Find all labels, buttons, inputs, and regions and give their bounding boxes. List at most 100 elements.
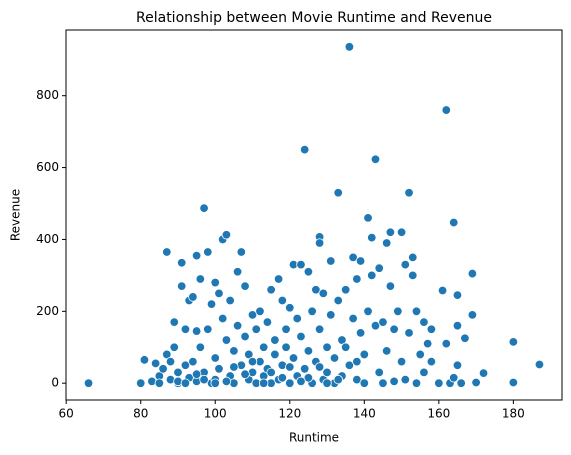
point [296, 259, 306, 270]
point [404, 188, 414, 198]
point [404, 328, 414, 338]
point [381, 346, 392, 356]
point [348, 252, 358, 263]
point [400, 374, 410, 385]
point [210, 353, 220, 363]
point [162, 349, 172, 360]
point [247, 356, 258, 367]
point [158, 364, 168, 374]
point [221, 376, 232, 387]
point [225, 295, 235, 306]
point [188, 292, 198, 302]
point [467, 310, 478, 320]
point [173, 367, 183, 378]
point [255, 306, 265, 317]
point [240, 369, 250, 379]
point [333, 374, 343, 385]
point [251, 324, 261, 334]
point [281, 342, 291, 352]
point [359, 378, 370, 388]
point [240, 331, 250, 342]
point [150, 358, 161, 369]
point [191, 369, 202, 379]
point [314, 324, 325, 334]
point [281, 324, 291, 334]
point [434, 378, 444, 388]
point [258, 378, 269, 388]
point [426, 356, 437, 367]
point [352, 356, 362, 367]
point [411, 378, 422, 388]
point [340, 342, 351, 352]
point [385, 281, 396, 291]
point [322, 378, 332, 388]
point [367, 270, 377, 281]
point [136, 378, 146, 388]
point [218, 313, 228, 324]
point [370, 154, 381, 164]
point [478, 368, 489, 378]
point [277, 373, 288, 383]
point [352, 274, 362, 284]
point [378, 317, 388, 327]
point [203, 324, 213, 334]
point [191, 250, 202, 261]
point [299, 364, 310, 374]
point [266, 367, 276, 378]
x-tick-label: 60 [59, 407, 74, 421]
point [381, 238, 392, 248]
point [400, 259, 410, 270]
point [452, 360, 463, 370]
point [408, 252, 418, 263]
y-tick-label: 0 [51, 376, 59, 390]
point [415, 349, 425, 360]
point [195, 342, 206, 352]
point [296, 376, 306, 387]
y-axis-label: Revenue [9, 189, 23, 241]
point [326, 310, 336, 320]
x-tick-label: 180 [502, 407, 525, 421]
point [471, 377, 481, 388]
chart-title: Relationship between Movie Runtime and R… [136, 10, 492, 26]
x-tick-label: 140 [353, 407, 376, 421]
point [452, 290, 463, 300]
point [162, 247, 172, 257]
point [359, 349, 370, 360]
point [177, 258, 187, 268]
point [314, 362, 325, 372]
point [270, 349, 280, 360]
x-tick-label: 120 [278, 407, 301, 421]
point [285, 378, 295, 388]
point [419, 367, 429, 378]
point [322, 367, 332, 378]
point [199, 203, 209, 213]
point [180, 360, 191, 370]
point [374, 367, 384, 378]
point [441, 338, 451, 349]
point [389, 376, 399, 387]
point [247, 310, 258, 320]
point [258, 342, 269, 352]
point [277, 295, 288, 306]
point [378, 378, 388, 388]
point [139, 355, 150, 365]
point [303, 373, 314, 383]
point [333, 295, 343, 306]
point [508, 337, 519, 347]
point [396, 356, 407, 367]
point [285, 362, 295, 372]
y-tick-label: 800 [36, 88, 59, 102]
point [449, 217, 459, 228]
point [352, 374, 362, 385]
point [229, 362, 239, 372]
point [337, 335, 347, 345]
point [177, 281, 187, 291]
point [236, 247, 247, 257]
point [411, 306, 422, 317]
point [370, 320, 381, 331]
point [214, 288, 224, 299]
point [441, 105, 451, 115]
point [396, 227, 407, 237]
point [285, 303, 295, 313]
